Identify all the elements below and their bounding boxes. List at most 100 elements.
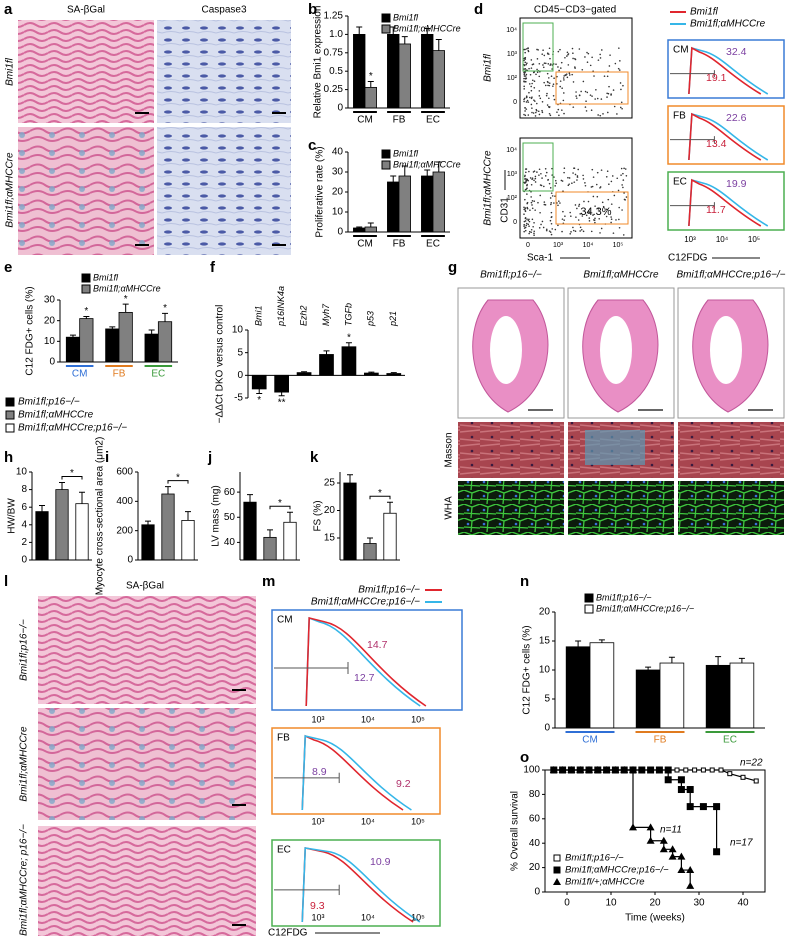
- y-tick-label: 40: [224, 537, 236, 548]
- axis-label: C12FDG: [668, 253, 708, 264]
- axis-label: Sca-1: [527, 253, 554, 264]
- event-dot: [538, 75, 541, 78]
- event-dot: [605, 208, 608, 211]
- event-dot: [608, 183, 610, 186]
- column-header: SA-βGal: [67, 5, 105, 16]
- event-dot: [590, 109, 593, 112]
- legend-marker: [553, 854, 561, 862]
- event-dot: [550, 222, 553, 225]
- event-dot: [546, 80, 549, 83]
- bar: [729, 662, 755, 729]
- event-dot: [524, 67, 527, 70]
- significance-star: *: [278, 498, 282, 509]
- event-dot: [561, 109, 563, 111]
- event-dot: [583, 200, 585, 203]
- error-bar: [435, 39, 442, 51]
- point: [668, 852, 677, 860]
- event-dot: [535, 111, 537, 114]
- event-dot: [536, 102, 538, 105]
- event-dot: [527, 114, 530, 116]
- event-dot: [526, 99, 529, 102]
- annotation: n=11: [660, 825, 682, 836]
- point: [753, 778, 759, 784]
- y-axis-label: C12 FDG+ cells (%): [522, 625, 533, 714]
- bar: [181, 520, 195, 561]
- event-dot: [552, 94, 555, 97]
- error-bar: [323, 350, 330, 355]
- point: [699, 803, 707, 811]
- event-dot: [549, 64, 551, 66]
- event-dot: [619, 60, 621, 62]
- event-dot: [525, 181, 527, 183]
- event-dot: [526, 187, 528, 189]
- row-label: WHA: [444, 496, 455, 520]
- legend-swatch: [81, 284, 91, 294]
- event-dot: [587, 52, 590, 55]
- bar: [251, 374, 267, 390]
- event-dot: [552, 85, 554, 87]
- bar: [341, 346, 357, 376]
- bar: [118, 311, 133, 363]
- gate-value: 8.9: [312, 766, 327, 778]
- panel-label: h: [4, 449, 13, 466]
- category-label: EC: [426, 239, 440, 250]
- bar: [363, 543, 377, 561]
- event-dot: [560, 179, 563, 182]
- event-dot: [572, 106, 575, 108]
- event-dot: [525, 222, 528, 225]
- event-dot: [526, 193, 528, 195]
- event-dot: [599, 114, 602, 117]
- event-dot: [597, 59, 600, 61]
- error-bar: [185, 511, 191, 521]
- event-dot: [562, 92, 565, 94]
- panel-label: l: [4, 573, 8, 590]
- x-tick-label: 20: [649, 898, 661, 909]
- bar: [79, 318, 94, 363]
- error-bar: [287, 511, 293, 523]
- point: [659, 836, 668, 844]
- y-tick-label: 0: [544, 723, 550, 734]
- event-dot: [549, 57, 551, 60]
- event-dot: [574, 67, 576, 69]
- panel-label: d: [474, 1, 483, 18]
- legend-label: Bmi1fl;αMHCCre: [393, 159, 461, 169]
- y-tick-label: 20: [529, 862, 541, 873]
- category-label: TGFb: [343, 303, 353, 326]
- category-label: CM: [72, 369, 88, 380]
- event-dot: [542, 49, 544, 51]
- event-dot: [599, 53, 601, 56]
- event-dot: [535, 109, 538, 112]
- column-header: Bmi1fl;αMHCCre;p16−/−: [676, 270, 785, 281]
- y-tick-label: 10: [539, 665, 551, 676]
- panel-label: j: [207, 449, 212, 466]
- event-dot: [603, 75, 606, 77]
- event-dot: [526, 218, 528, 220]
- y-tick-label: 1.0: [329, 29, 343, 40]
- error-bar: [247, 494, 253, 503]
- event-dot: [525, 179, 528, 182]
- gate-value: 13.4: [706, 138, 727, 150]
- row-label: Bmi1fl;αMHCCre: [5, 152, 16, 228]
- y-tick-label: 6: [21, 502, 27, 513]
- legend-swatch: [584, 593, 594, 603]
- error-bar: [145, 520, 151, 525]
- error-bar: [424, 28, 431, 35]
- event-dot: [524, 58, 527, 60]
- event-dot: [543, 54, 546, 57]
- scatter-x-tick: 10³: [553, 242, 564, 249]
- y-axis-label: LV mass (mg): [211, 485, 222, 547]
- event-dot: [600, 49, 603, 51]
- event-dot: [548, 97, 550, 100]
- event-dot: [563, 75, 565, 77]
- hist-x-tick: 10⁴: [361, 714, 375, 724]
- bar: [274, 374, 289, 393]
- event-dot: [550, 192, 553, 194]
- error-bar: [256, 388, 263, 394]
- legend-label: Bmi1fl;p16−/−: [565, 853, 624, 864]
- error-bar: [162, 312, 169, 322]
- event-dot: [549, 114, 552, 117]
- event-dot: [573, 181, 576, 183]
- point: [740, 774, 746, 780]
- event-dot: [618, 69, 621, 71]
- y-tick-label: 10: [232, 325, 244, 336]
